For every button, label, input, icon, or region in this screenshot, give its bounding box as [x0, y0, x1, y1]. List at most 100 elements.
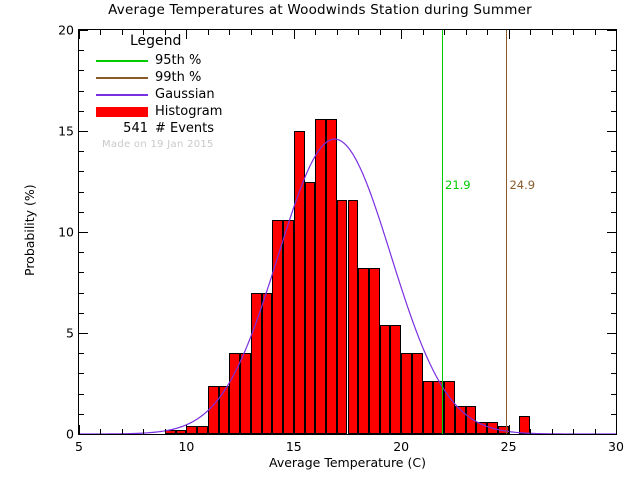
- x-minor-tick: [336, 429, 338, 434]
- x-tick-top: [164, 30, 166, 35]
- x-tick-top: [207, 30, 209, 35]
- x-tick-top: [100, 30, 102, 35]
- legend-swatch: [96, 72, 148, 83]
- y-major-tick: [79, 30, 88, 31]
- gaussian-curve: [79, 138, 616, 434]
- histogram-bar: [240, 353, 251, 434]
- x-minor-tick: [487, 429, 489, 434]
- histogram-bar: [218, 385, 230, 434]
- x-minor-tick: [100, 429, 102, 434]
- y-tick-right: [611, 151, 616, 153]
- x-tick-top: [508, 30, 510, 39]
- y-minor-tick: [79, 272, 84, 274]
- y-tick-right: [611, 272, 616, 274]
- histogram-bar: [175, 429, 187, 434]
- x-tick-top: [422, 30, 424, 35]
- legend: Legend 95th % 99th % Gaussian Histogram 541…: [96, 33, 311, 150]
- y-tick-right: [611, 353, 616, 355]
- x-minor-tick: [250, 429, 252, 434]
- y-tick-right: [611, 292, 616, 294]
- histogram-bar: [454, 405, 466, 434]
- x-tick-top: [594, 30, 596, 35]
- events-label: # Events: [155, 121, 215, 136]
- x-major-tick: [401, 425, 403, 434]
- y-minor-tick: [79, 413, 84, 415]
- x-minor-tick: [379, 429, 381, 434]
- y-minor-tick: [79, 151, 84, 153]
- legend-line-icon: [96, 94, 148, 96]
- x-tick-top: [616, 30, 617, 39]
- y-tick-label: 0: [66, 426, 74, 442]
- y-tick-right: [611, 90, 616, 92]
- 95th-percentile-label: 21.9: [445, 178, 471, 192]
- x-major-tick: [508, 425, 510, 434]
- y-tick-right: [611, 211, 616, 213]
- legend-swatch: [96, 106, 148, 117]
- x-minor-tick: [143, 429, 145, 434]
- legend-entries: 95th % 99th % Gaussian Histogram: [96, 52, 311, 120]
- y-tick-right: [611, 373, 616, 375]
- events-count: 541: [123, 121, 148, 136]
- chart-title: Average Temperatures at Woodwinds Statio…: [108, 2, 532, 18]
- legend-item: Histogram: [96, 103, 311, 120]
- legend-item: 99th %: [96, 69, 311, 86]
- y-tick-right: [611, 413, 616, 415]
- y-tick-right: [611, 50, 616, 52]
- y-minor-tick: [79, 50, 84, 52]
- legend-item-label: 95th %: [155, 53, 202, 68]
- legend-item-label: 99th %: [155, 70, 202, 85]
- histogram-bar: [390, 324, 402, 434]
- y-minor-tick: [79, 393, 84, 395]
- watermark: Made on 19 Jan 2015: [102, 139, 214, 150]
- x-tick-label: 10: [178, 439, 195, 454]
- y-tick-right: [607, 30, 616, 31]
- x-minor-tick: [444, 429, 446, 434]
- 99th-percentile-label: 24.9: [509, 178, 536, 192]
- 99th-percentile-line: [506, 30, 508, 434]
- legend-item: Gaussian: [96, 86, 311, 103]
- histogram-bar: [358, 268, 369, 434]
- legend-box-icon: [96, 107, 148, 117]
- x-tick-top: [121, 30, 123, 35]
- x-tick-top: [379, 30, 381, 35]
- y-minor-tick: [79, 70, 84, 72]
- y-minor-tick: [79, 292, 84, 294]
- x-minor-tick: [121, 429, 123, 434]
- histogram-bar: [293, 131, 305, 434]
- y-major-tick: [79, 232, 88, 233]
- x-minor-tick: [358, 429, 360, 434]
- plot-frame: 21.9 24.9: [78, 29, 617, 435]
- y-tick-right: [611, 393, 616, 395]
- y-tick-right: [607, 232, 616, 233]
- y-tick-right: [611, 252, 616, 254]
- x-tick-top: [186, 30, 188, 39]
- x-tick-label: 15: [285, 439, 302, 454]
- y-tick-right: [611, 191, 616, 193]
- y-minor-tick: [79, 171, 84, 173]
- y-tick-label: 5: [66, 325, 74, 341]
- x-minor-tick: [315, 429, 317, 434]
- x-tick-top: [250, 30, 252, 35]
- y-tick-right: [611, 70, 616, 72]
- x-major-tick: [186, 425, 188, 434]
- histogram-bar: [283, 219, 294, 434]
- y-minor-tick: [79, 191, 84, 193]
- x-tick-label: 5: [75, 439, 83, 454]
- histogram-bar: [272, 219, 284, 434]
- legend-item: 95th %: [96, 52, 311, 69]
- y-minor-tick: [79, 252, 84, 254]
- histogram-bar: [229, 353, 241, 434]
- histogram-bar: [315, 118, 326, 434]
- y-minor-tick: [79, 110, 84, 112]
- histogram-bar: [401, 353, 412, 434]
- x-tick-label: 20: [393, 439, 410, 454]
- legend-line-icon: [96, 77, 148, 79]
- legend-line-icon: [96, 60, 148, 62]
- y-tick-right: [607, 434, 616, 435]
- x-tick-top: [551, 30, 553, 35]
- x-major-tick: [293, 425, 295, 434]
- x-tick-top: [315, 30, 317, 35]
- histogram-bar: [422, 381, 434, 434]
- histogram-bar: [261, 292, 273, 434]
